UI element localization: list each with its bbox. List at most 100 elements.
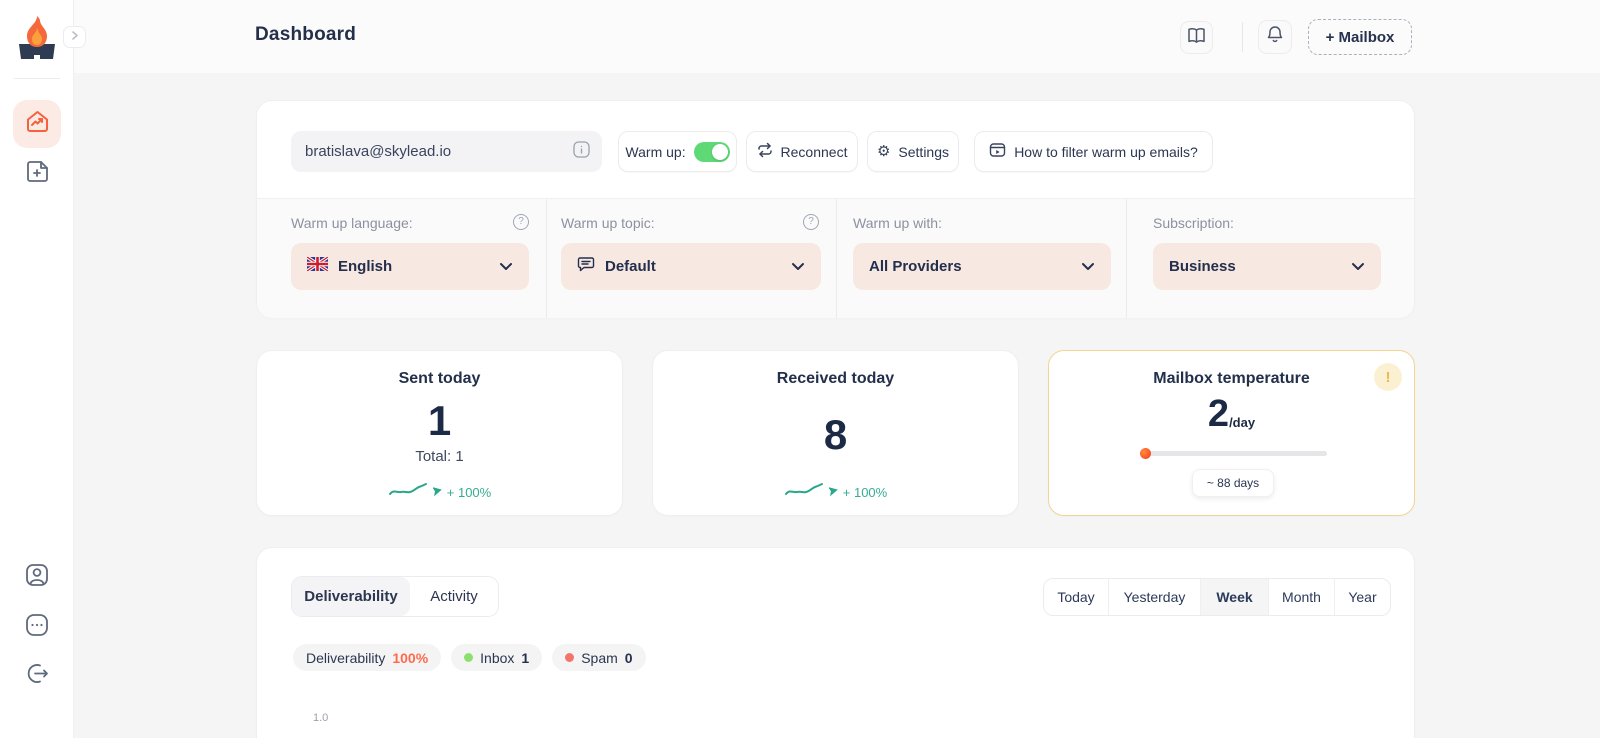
- warm-up-toggle-group: Warm up:: [618, 131, 737, 172]
- stat-title: Received today: [776, 370, 895, 387]
- settings-button[interactable]: ⚙ Settings: [867, 131, 959, 172]
- spam-dot-icon: [565, 653, 575, 662]
- add-mailbox-button[interactable]: + Mailbox: [1308, 19, 1412, 55]
- deliverability-badge: Deliverability 100%: [293, 644, 442, 671]
- warm-up-options-row: Warm up language: ? English: [257, 199, 1414, 318]
- chart-tabs: Deliverability Activity: [291, 576, 499, 617]
- temperature-progress-knob: [1140, 448, 1151, 459]
- spam-badge-value: 0: [624, 649, 633, 666]
- sidebar-item-more[interactable]: [23, 613, 51, 641]
- chevron-right-icon: [70, 28, 79, 46]
- settings-label: Settings: [898, 143, 950, 160]
- inbox-badge-label: Inbox: [480, 649, 515, 666]
- range-week[interactable]: Week: [1200, 579, 1268, 615]
- trend-arrow-icon: [827, 483, 838, 501]
- chevron-down-icon: [499, 258, 513, 276]
- sparkline-icon: [388, 482, 428, 502]
- notifications-button[interactable]: [1258, 20, 1292, 54]
- received-today-value: 8: [823, 411, 848, 458]
- warm-up-topic-dropdown[interactable]: Default: [561, 243, 821, 290]
- email-input[interactable]: bratislava@skylead.io: [291, 131, 602, 172]
- warm-up-language-label: Warm up language:: [291, 215, 413, 231]
- column-divider: [1126, 199, 1127, 318]
- y-axis-tick: 1.0: [313, 712, 329, 724]
- column-divider: [546, 199, 547, 318]
- sidebar-item-profile[interactable]: [23, 563, 51, 591]
- gear-icon: ⚙: [876, 142, 891, 160]
- app-logo: [16, 14, 58, 60]
- info-icon[interactable]: [573, 140, 590, 163]
- warning-icon[interactable]: !: [1374, 363, 1402, 391]
- temperature-eta-pill: ~ 88 days: [1192, 469, 1274, 497]
- range-yesterday[interactable]: Yesterday: [1108, 579, 1200, 615]
- topbar: Dashboard + Mailbox: [74, 0, 1600, 73]
- settings-divider: [257, 198, 1414, 199]
- reconnect-icon: [757, 142, 773, 161]
- file-plus-icon: [24, 158, 51, 190]
- help-icon[interactable]: ?: [803, 214, 819, 230]
- stat-title: Mailbox temperature: [1153, 370, 1310, 387]
- topbar-divider: [1242, 22, 1243, 52]
- range-today[interactable]: Today: [1057, 589, 1095, 605]
- warm-up-with-label: Warm up with:: [853, 215, 942, 231]
- tab-activity[interactable]: Activity: [430, 588, 478, 605]
- warm-up-label: Warm up:: [625, 143, 686, 160]
- deliverability-badge-label: Deliverability: [306, 649, 386, 666]
- warm-up-language-value: English: [338, 258, 393, 275]
- temperature-progress-track: [1140, 448, 1327, 459]
- tab-deliverability[interactable]: Deliverability: [292, 577, 410, 616]
- chevron-down-icon: [1081, 258, 1095, 276]
- spam-badge-label: Spam: [581, 649, 618, 666]
- logout-icon: [25, 661, 50, 691]
- toggle-knob: [711, 143, 728, 160]
- temperature-unit: /day: [1229, 415, 1256, 430]
- help-icon[interactable]: ?: [513, 214, 529, 230]
- howto-filter-label: How to filter warm up emails?: [1014, 143, 1198, 160]
- received-trend: + 100%: [842, 484, 888, 500]
- range-year[interactable]: Year: [1334, 579, 1390, 615]
- sparkline-icon: [784, 482, 824, 502]
- sent-trend: + 100%: [446, 484, 492, 500]
- deliverability-badge-value: 100%: [392, 649, 429, 666]
- inbox-dot-icon: [464, 653, 474, 662]
- sent-today-card: Sent today 1 Total: 1 + 100%: [256, 350, 623, 516]
- sidebar-item-dashboard[interactable]: [13, 100, 61, 148]
- sidebar-divider: [14, 78, 60, 79]
- reconnect-button[interactable]: Reconnect: [746, 131, 858, 172]
- subscription-value: Business: [1169, 258, 1236, 275]
- legend-badges: Deliverability 100% Inbox 1 Spam 0: [293, 644, 646, 671]
- page-title: Dashboard: [255, 24, 357, 45]
- stat-title: Sent today: [398, 370, 481, 387]
- reconnect-label: Reconnect: [780, 143, 848, 160]
- warm-up-topic-label: Warm up topic:: [561, 215, 655, 231]
- deliverability-chart-card: Deliverability Activity Today Yesterday …: [256, 547, 1415, 738]
- chevron-down-icon: [1351, 258, 1365, 276]
- subscription-label: Subscription:: [1153, 215, 1234, 231]
- sidebar-item-logout[interactable]: [23, 662, 51, 690]
- docs-button[interactable]: [1180, 21, 1213, 54]
- home-trend-icon: [24, 108, 51, 140]
- sent-today-total: Total: 1: [415, 448, 464, 465]
- sent-today-value: 1: [427, 397, 452, 444]
- range-month[interactable]: Month: [1268, 579, 1334, 615]
- warm-up-toggle[interactable]: [693, 141, 730, 162]
- user-icon: [24, 562, 50, 593]
- chevron-down-icon: [791, 258, 805, 276]
- warm-up-with-value: All Providers: [869, 258, 962, 275]
- mailbox-settings-card: bratislava@skylead.io Warm up:: [256, 100, 1415, 318]
- howto-filter-button[interactable]: How to filter warm up emails?: [974, 131, 1213, 172]
- uk-flag-icon: [306, 255, 329, 276]
- email-value: bratislava@skylead.io: [305, 143, 452, 160]
- received-today-card: Received today 8 + 100%: [652, 350, 1019, 516]
- sidebar-item-new-file[interactable]: [23, 160, 51, 188]
- warm-up-language-dropdown[interactable]: English: [291, 243, 529, 290]
- warm-up-topic-value: Default: [605, 258, 656, 275]
- chat-icon: [577, 256, 595, 278]
- column-divider: [836, 199, 837, 318]
- subscription-dropdown[interactable]: Business: [1153, 243, 1381, 290]
- sidebar-collapse-button[interactable]: [63, 26, 86, 48]
- mailbox-temperature-card: Mailbox temperature ! 2 /day ~ 88 days: [1048, 350, 1415, 516]
- video-icon: [989, 142, 1006, 161]
- temperature-value: 2: [1207, 393, 1230, 435]
- warm-up-with-dropdown[interactable]: All Providers: [853, 243, 1111, 290]
